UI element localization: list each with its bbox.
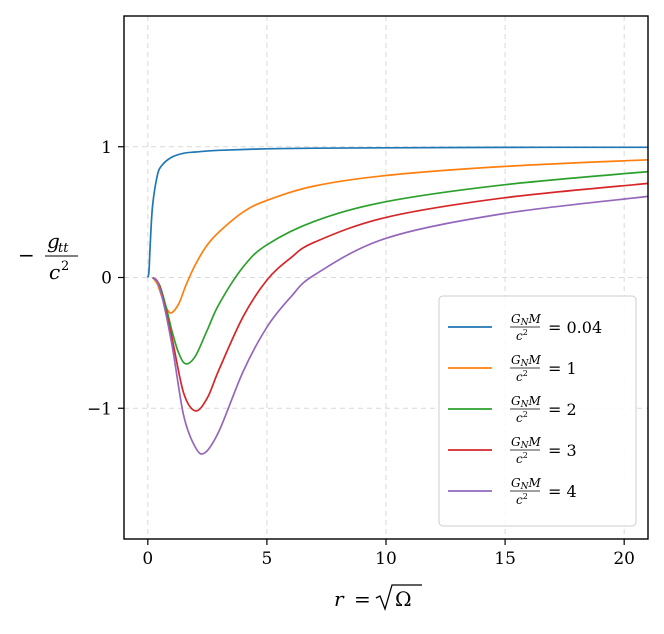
legend-frac-denominator: c2 <box>516 451 528 466</box>
y-tick-label: 1 <box>101 138 112 158</box>
y-label-numerator: g <box>47 229 60 253</box>
legend-frac-numerator: GNM <box>511 394 541 410</box>
legend-frac-numerator: GNM <box>511 476 541 492</box>
x-label-radicand: Ω <box>395 587 412 611</box>
y-tick-label: −1 <box>87 399 112 419</box>
series-lines <box>146 146 648 455</box>
legend-label: = 1 <box>548 359 577 378</box>
legend-frac-denominator: c2 <box>516 369 528 384</box>
y-label-denominator-sup: 2 <box>61 259 69 274</box>
legend-frac-numerator: GNM <box>511 353 541 369</box>
y-label-minus: − <box>18 243 35 267</box>
x-tick-label: 20 <box>613 549 635 569</box>
legend-frac-denominator: c2 <box>516 328 528 343</box>
x-tick-label: 0 <box>142 549 153 569</box>
series-line <box>151 182 648 412</box>
legend-label: = 0.04 <box>548 318 602 337</box>
y-label-numerator-sub: tt <box>58 241 69 256</box>
legend-box <box>438 295 637 527</box>
x-label-radical-sign <box>375 584 422 612</box>
y-axis-label: − g tt c 2 <box>18 229 78 284</box>
x-axis-label: r = Ω <box>334 584 422 612</box>
x-label-eq: = <box>354 587 371 611</box>
axis-ticks: 0 5 10 15 20 −1 0 1 <box>87 138 635 569</box>
series-line <box>146 146 648 278</box>
series-line <box>151 170 648 365</box>
x-tick-label: 10 <box>375 549 397 569</box>
legend-frac-numerator: GNM <box>511 312 541 328</box>
series-line <box>151 195 648 455</box>
y-label-denominator: c <box>49 260 60 284</box>
x-tick-label: 5 <box>261 549 272 569</box>
x-tick-label: 15 <box>494 549 516 569</box>
legend-label: = 4 <box>548 482 577 501</box>
y-tick-label: 0 <box>101 269 112 289</box>
legend-frac-denominator: c2 <box>516 410 528 425</box>
legend-frac-numerator: GNM <box>511 435 541 451</box>
legend-frac-denominator: c2 <box>516 492 528 507</box>
legend-label: = 3 <box>548 441 577 460</box>
x-label-var: r <box>334 587 345 611</box>
legend-label: = 2 <box>548 400 577 419</box>
